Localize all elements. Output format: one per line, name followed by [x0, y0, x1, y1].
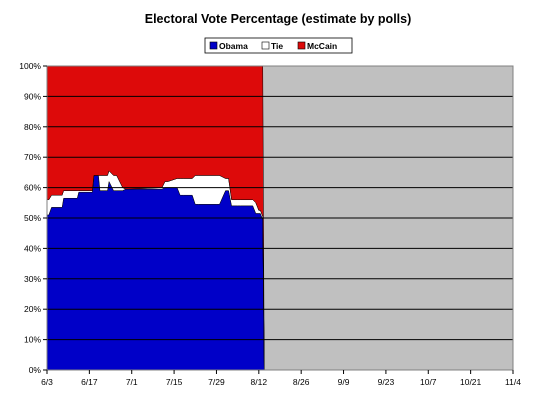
- legend-label-obama: Obama: [219, 41, 248, 51]
- y-tick-label: 20%: [24, 304, 41, 314]
- gridlines: [47, 95, 513, 341]
- x-tick-label: 9/9: [338, 377, 350, 387]
- y-tick-label: 10%: [24, 335, 41, 345]
- x-tick-label: 6/17: [81, 377, 98, 387]
- x-tick-label: 7/15: [166, 377, 183, 387]
- y-tick-label: 70%: [24, 152, 41, 162]
- x-axis: 6/3 6/17 7/1 7/15 7/29 8/12 8/26 9/9 9/23 10/7 10/…: [41, 370, 521, 387]
- x-tick-label: 9/23: [378, 377, 395, 387]
- y-tick-label: 60%: [24, 183, 41, 193]
- y-tick-label: 50%: [24, 213, 41, 223]
- x-tick-label: 7/29: [208, 377, 225, 387]
- chart-title: Electoral Vote Percentage (estimate by p…: [145, 12, 412, 26]
- x-tick-label: 6/3: [41, 377, 53, 387]
- y-tick-label: 30%: [24, 274, 41, 284]
- y-axis: 0% 10% 20% 30% 40% 50% 60% 70% 80% 90% 100%: [19, 61, 47, 375]
- x-tick-label: 11/4: [505, 377, 521, 387]
- legend-label-mccain: McCain: [307, 41, 337, 51]
- legend-swatch-tie: [261, 41, 270, 50]
- y-tick-label: 100%: [19, 61, 41, 71]
- legend-swatch-mccain: [297, 41, 306, 50]
- series-layer: [46, 65, 265, 371]
- legend: Obama Tie McCain: [204, 37, 353, 54]
- y-tick-label: 80%: [24, 122, 41, 132]
- x-tick-label: 7/1: [126, 377, 138, 387]
- y-tick-label: 0%: [29, 365, 42, 375]
- x-tick-label: 8/12: [251, 377, 268, 387]
- x-tick-label: 8/26: [293, 377, 310, 387]
- x-tick-label: 10/7: [420, 377, 437, 387]
- x-tick-label: 10/21: [460, 377, 482, 387]
- legend-swatch-obama: [209, 41, 218, 50]
- y-tick-label: 90%: [24, 91, 41, 101]
- legend-label-tie: Tie: [271, 41, 283, 51]
- legend-box: [204, 37, 353, 54]
- y-tick-label: 40%: [24, 243, 41, 253]
